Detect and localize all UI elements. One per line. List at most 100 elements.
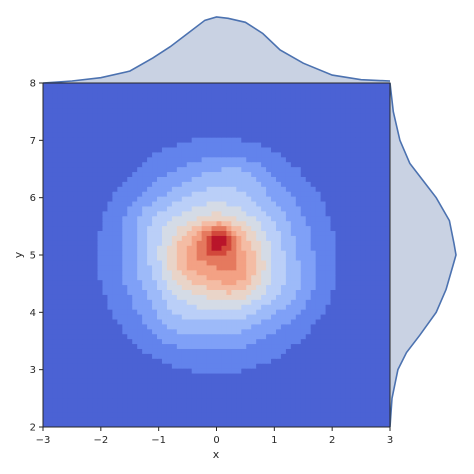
kde-density-cell [271, 264, 277, 271]
kde-density-cell [191, 259, 198, 266]
kde-density-cell [226, 289, 232, 295]
kde-density-cell [320, 250, 327, 256]
kde-density-cell [211, 117, 218, 123]
kde-density-cell [62, 122, 69, 128]
kde-density-cell [280, 259, 287, 266]
kde-density-cell [231, 377, 237, 384]
kde-density-cell [196, 313, 203, 320]
kde-density-cell [137, 230, 143, 236]
kde-density-cell [97, 92, 104, 99]
kde-density-cell [330, 387, 337, 394]
kde-density-cell [122, 407, 128, 413]
kde-density-cell [251, 117, 257, 123]
kde-density-cell [166, 289, 173, 295]
kde-density-cell [107, 328, 113, 335]
kde-density-cell [97, 363, 104, 369]
kde-density-cell [171, 284, 178, 290]
kde-density-cell [97, 176, 104, 182]
kde-density-cell [290, 156, 297, 163]
kde-density-cell [360, 127, 366, 133]
kde-density-cell [350, 97, 356, 104]
kde-density-cell [310, 387, 317, 394]
kde-density-cell [335, 279, 342, 286]
kde-density-cell [226, 284, 232, 290]
kde-density-cell [271, 368, 277, 374]
kde-density-cell [340, 225, 346, 232]
kde-density-cell [221, 87, 228, 94]
kde-density-cell [246, 264, 252, 271]
kde-density-cell [241, 132, 247, 138]
kde-density-cell [152, 372, 158, 379]
kde-density-cell [385, 328, 390, 335]
kde-density-cell [77, 392, 84, 399]
kde-density-cell [137, 397, 143, 404]
kde-density-cell [102, 132, 109, 138]
kde-density-cell [92, 112, 99, 118]
kde-density-cell [325, 87, 332, 94]
kde-density-cell [166, 358, 173, 364]
kde-density-cell [97, 186, 104, 192]
kde-density-cell [280, 412, 287, 418]
kde-density-cell [211, 422, 218, 427]
kde-density-cell [335, 323, 342, 330]
kde-density-cell [117, 191, 123, 197]
kde-density-cell [52, 299, 59, 305]
kde-density-cell [241, 245, 247, 251]
kde-density-cell [43, 264, 49, 271]
kde-density-cell [350, 146, 356, 153]
kde-density-cell [375, 422, 381, 427]
kde-density-cell [251, 87, 257, 94]
kde-density-cell [375, 240, 381, 246]
kde-density-cell [176, 83, 183, 89]
kde-density-cell [147, 368, 153, 374]
kde-density-cell [142, 235, 148, 241]
kde-density-cell [196, 151, 203, 158]
kde-density-cell [127, 392, 133, 399]
kde-density-cell [92, 294, 99, 300]
kde-density-cell [355, 240, 361, 246]
kde-density-cell [380, 122, 386, 128]
kde-density-cell [102, 289, 109, 295]
kde-density-cell [231, 161, 237, 168]
kde-density-cell [315, 107, 322, 114]
kde-density-cell [62, 245, 69, 251]
kde-density-cell [62, 181, 69, 187]
y-tick-label: 2 [30, 423, 36, 434]
kde-density-cell [152, 318, 158, 325]
kde-density-cell [196, 137, 203, 143]
kde-density-cell [221, 235, 228, 241]
kde-density-cell [261, 382, 267, 389]
kde-density-cell [290, 166, 297, 173]
kde-density-cell [152, 333, 158, 340]
kde-density-cell [290, 255, 297, 261]
kde-density-cell [142, 338, 148, 345]
kde-density-cell [221, 417, 228, 423]
kde-density-cell [57, 200, 64, 207]
kde-density-cell [161, 348, 168, 354]
kde-density-cell [122, 279, 128, 286]
kde-density-cell [43, 338, 49, 345]
kde-density-cell [72, 412, 79, 418]
kde-density-cell [285, 210, 292, 217]
kde-density-cell [275, 372, 282, 379]
kde-density-cell [385, 102, 390, 109]
kde-density-cell [201, 132, 208, 138]
kde-density-cell [186, 132, 193, 138]
kde-density-cell [246, 230, 252, 236]
kde-density-cell [305, 417, 312, 423]
kde-density-cell [275, 240, 282, 246]
kde-density-cell [370, 397, 376, 404]
kde-density-cell [241, 87, 247, 94]
kde-density-cell [285, 422, 292, 427]
kde-density-cell [67, 215, 74, 222]
kde-density-cell [43, 250, 49, 256]
kde-density-cell [320, 412, 327, 418]
kde-density-cell [340, 151, 346, 158]
kde-density-cell [52, 368, 59, 374]
kde-density-cell [77, 166, 84, 173]
kde-density-cell [166, 422, 173, 427]
kde-density-cell [112, 255, 118, 261]
kde-density-cell [201, 107, 208, 114]
kde-density-cell [107, 304, 113, 310]
kde-density-cell [350, 117, 356, 123]
